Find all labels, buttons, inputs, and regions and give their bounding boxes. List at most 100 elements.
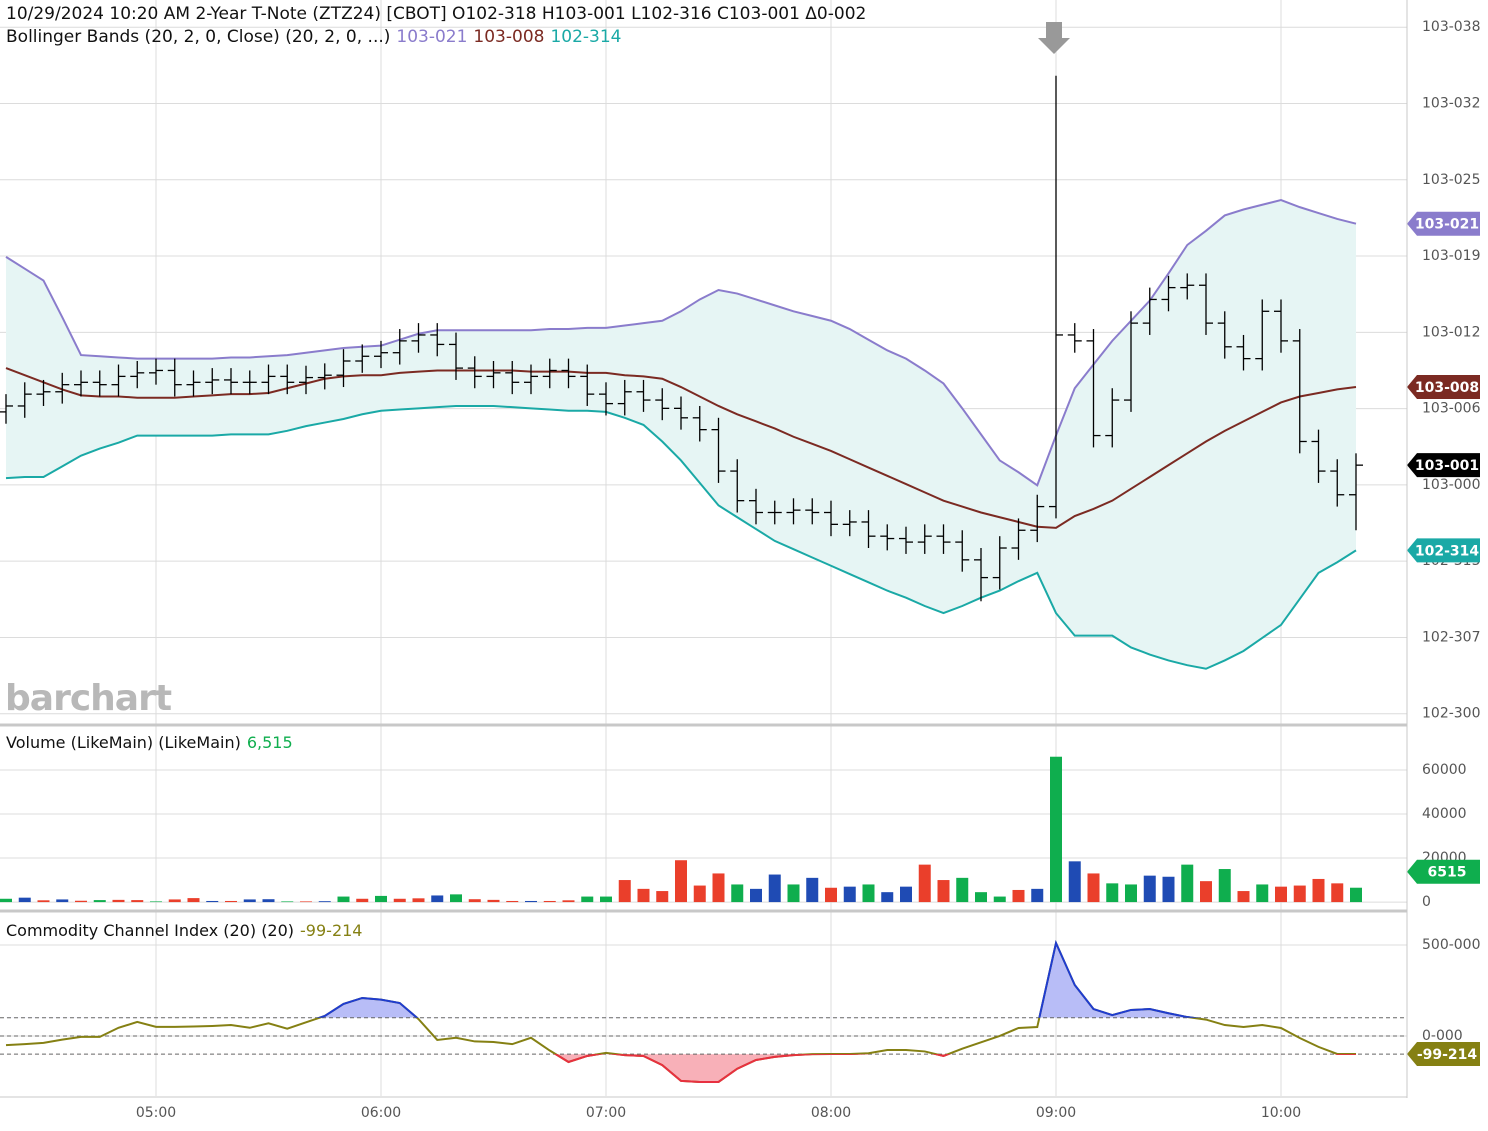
cci-line-below xyxy=(553,1054,1356,1083)
volume-bar xyxy=(900,886,912,903)
volume-bar xyxy=(1237,891,1250,903)
volume-bar xyxy=(318,901,331,903)
volume-bar xyxy=(1218,869,1231,903)
y-tick-label: 103-019 xyxy=(1422,248,1481,264)
volume-bar xyxy=(600,896,612,903)
volume-bar xyxy=(468,899,481,903)
volume-bar xyxy=(150,901,162,903)
event-arrow xyxy=(1038,22,1070,54)
price-badge-shape xyxy=(1407,538,1480,563)
volume-bar xyxy=(225,900,237,903)
y-tick-label: 102-300 xyxy=(1422,706,1481,722)
volume-bar xyxy=(431,895,444,903)
x-tick-label: 07:00 xyxy=(586,1105,626,1121)
volume-bar xyxy=(1200,881,1212,903)
volume-bar xyxy=(1293,885,1306,903)
y-tick-label: 500-000 xyxy=(1422,937,1481,953)
volume-bar xyxy=(562,900,575,903)
volume-bar xyxy=(187,898,200,903)
volume-bar xyxy=(693,885,706,903)
x-tick-label: 05:00 xyxy=(136,1105,176,1121)
volume-bar xyxy=(675,860,687,903)
volume-bar xyxy=(993,896,1006,903)
volume-bar xyxy=(525,900,537,903)
panel-title: Commodity Channel Index (20) (20) -99-214 xyxy=(6,921,362,940)
volume-bar xyxy=(168,899,181,903)
y-tick-label: 103-032 xyxy=(1422,95,1481,111)
volume-bar xyxy=(1256,884,1269,903)
cci-line-above xyxy=(316,939,1201,1018)
volume-bar xyxy=(75,900,87,903)
volume-bar xyxy=(1143,875,1156,903)
volume-bar xyxy=(300,901,312,903)
volume-bar xyxy=(37,900,50,903)
volume-bar xyxy=(956,877,969,903)
volume-bar xyxy=(243,899,256,903)
indicator-name: Bollinger Bands (20, 2, 0, Close) (20, 2… xyxy=(6,27,390,47)
volume-bar xyxy=(1031,888,1044,903)
y-tick-label: 0 xyxy=(1422,894,1431,910)
volume-bar xyxy=(262,899,275,903)
chart-title: 10/29/2024 10:20 AM 2-Year T-Note (ZTZ24… xyxy=(6,4,866,24)
panel-name: Commodity Channel Index (20) (20) xyxy=(6,921,294,940)
volume-bar xyxy=(450,894,462,903)
volume-badge: 6515 xyxy=(1428,865,1467,881)
volume-badge-shape xyxy=(1407,859,1480,884)
volume-bar xyxy=(206,900,219,903)
volume-bar xyxy=(618,880,631,903)
volume-bar xyxy=(1331,883,1344,903)
band-line xyxy=(5,404,1357,670)
volume-bar xyxy=(787,884,800,903)
legend-value: 6,515 xyxy=(247,733,293,752)
volume-bar xyxy=(506,900,519,903)
volume-bar xyxy=(1050,756,1062,903)
x-tick-label: 09:00 xyxy=(1036,1105,1076,1121)
volume-bar xyxy=(581,896,594,903)
price-badge-shape xyxy=(1407,453,1480,478)
y-tick-label: 103-012 xyxy=(1422,324,1481,340)
volume-bar xyxy=(806,877,819,903)
legend-value: 103-021 xyxy=(396,27,467,47)
y-tick-label: 60000 xyxy=(1422,762,1467,778)
volume-bar xyxy=(712,873,725,903)
y-tick-label: 40000 xyxy=(1422,806,1467,822)
volume-bar xyxy=(1162,876,1175,903)
volume-bar xyxy=(112,899,125,903)
volume-bar xyxy=(881,892,894,903)
volume-bar xyxy=(356,898,369,903)
price-badge: 103-021 xyxy=(1415,217,1479,233)
price-badge: 102-314 xyxy=(1415,543,1480,559)
volume-bar xyxy=(0,898,12,903)
volume-bar xyxy=(750,888,762,903)
panel-title: Volume (LikeMain) (LikeMain) 6,515 xyxy=(6,733,293,752)
volume-bar xyxy=(1087,873,1100,903)
volume-bar xyxy=(862,884,875,903)
price-badge: 103-001 xyxy=(1415,458,1479,474)
volume-bar xyxy=(768,874,781,903)
y-tick-label: 103-006 xyxy=(1422,401,1481,417)
volume-bar xyxy=(337,896,350,903)
volume-bar xyxy=(731,884,744,903)
cci-badge-shape xyxy=(1407,1042,1480,1067)
volume-bar xyxy=(412,898,425,903)
volume-bar xyxy=(918,864,931,903)
watermark: barchart xyxy=(5,678,172,719)
x-tick-label: 10:00 xyxy=(1261,1105,1301,1121)
legend-value: -99-214 xyxy=(300,921,362,940)
y-tick-label: 103-000 xyxy=(1422,477,1481,493)
volume-bar xyxy=(975,892,987,903)
legend-value: 103-008 xyxy=(473,27,544,47)
price-badge-shape xyxy=(1407,211,1480,236)
volume-bar xyxy=(1181,864,1194,903)
cci-badge: -99-214 xyxy=(1417,1047,1478,1063)
volume-bar xyxy=(1012,889,1025,903)
price-badge-shape xyxy=(1407,375,1480,400)
volume-bar xyxy=(656,891,669,903)
volume-bar xyxy=(1106,883,1119,903)
volume-bar xyxy=(1068,861,1081,903)
y-tick-label: 103-038 xyxy=(1422,19,1481,35)
volume-bar xyxy=(1312,878,1325,903)
y-tick-label: 103-025 xyxy=(1422,172,1481,188)
volume-bar xyxy=(131,900,144,903)
